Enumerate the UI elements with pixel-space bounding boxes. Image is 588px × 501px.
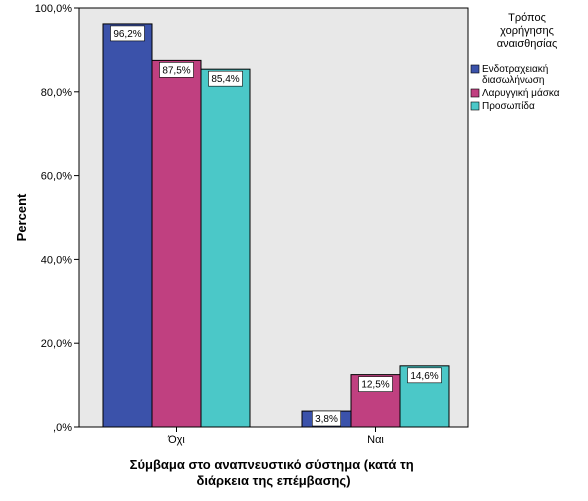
- x-tick-label: Όχι: [167, 434, 185, 446]
- data-label-box: [110, 25, 145, 42]
- data-label: 14,6%: [410, 371, 438, 382]
- legend-label: Ενδοτραχειακή: [482, 63, 548, 75]
- bars: [102, 23, 450, 428]
- x-axis-label-line-1: Σύμβαμα στο αναπνευστικό σύστημα (κατά τ…: [130, 457, 414, 472]
- data-label-box: [358, 376, 393, 392]
- legend-title: Τρόπος: [508, 12, 546, 24]
- y-tick-label: 60,0%: [41, 171, 72, 183]
- bar: [102, 23, 153, 428]
- data-label-box: [311, 410, 341, 427]
- legend-label: διασωλήνωση: [482, 74, 544, 86]
- y-tick-label: 20,0%: [41, 338, 72, 350]
- y-tick-label: 100,0%: [35, 3, 73, 15]
- y-axis: ,0% 20,0% 40,0% 60,0% 80,0% 100,0%: [35, 3, 79, 434]
- legend-swatch: [470, 88, 480, 98]
- y-tick-label: ,0%: [53, 422, 72, 434]
- x-axis-label: Σύμβαμα στο αναπνευστικό σύστημα (κατά τ…: [130, 457, 418, 488]
- data-label: 12,5%: [361, 380, 389, 391]
- x-axis: Όχι Ναι: [167, 427, 384, 446]
- x-axis-label-line-2: διάρκεια της επέμβασης): [196, 473, 350, 488]
- legend-title: αναισθησίας: [497, 38, 558, 50]
- data-label: 87,5%: [162, 65, 190, 76]
- y-tick-label: 80,0%: [41, 87, 72, 99]
- y-tick-label: 40,0%: [41, 254, 72, 266]
- y-axis-label: Percent: [14, 193, 29, 241]
- legend-swatch: [470, 64, 480, 74]
- data-label-box: [407, 367, 442, 384]
- legend-label: Προσωπίδα: [482, 100, 535, 112]
- data-label: 85,4%: [211, 74, 239, 85]
- data-labels: 96,2% 87,5% 85,4% 3,8% 12,5% 14,6%: [110, 25, 442, 427]
- data-label-box: [159, 62, 194, 78]
- x-tick-label: Ναι: [367, 434, 384, 446]
- data-label: 3,8%: [315, 414, 338, 425]
- data-label: 96,2%: [113, 29, 141, 40]
- bar: [151, 59, 202, 428]
- data-label-box: [208, 70, 243, 87]
- legend-swatch: [470, 101, 480, 111]
- legend-title: χορήγησης: [500, 25, 554, 37]
- bar: [200, 68, 251, 428]
- legend-label: Λαρυγγική μάσκα: [482, 87, 560, 99]
